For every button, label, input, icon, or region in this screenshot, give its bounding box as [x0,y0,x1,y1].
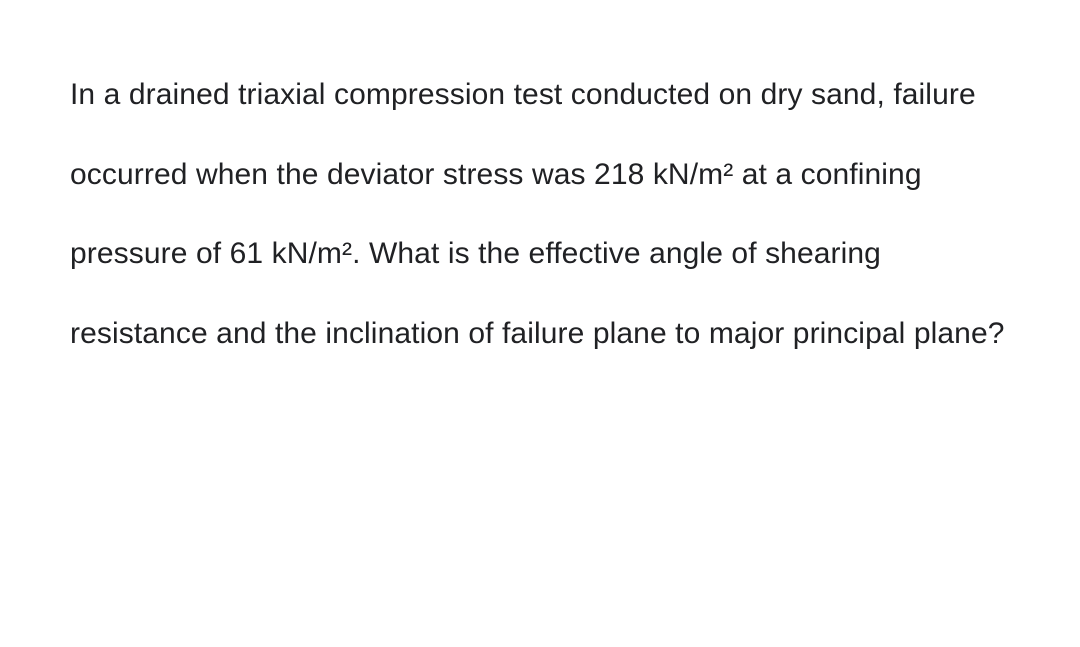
question-text: In a drained triaxial compression test c… [70,55,1010,373]
